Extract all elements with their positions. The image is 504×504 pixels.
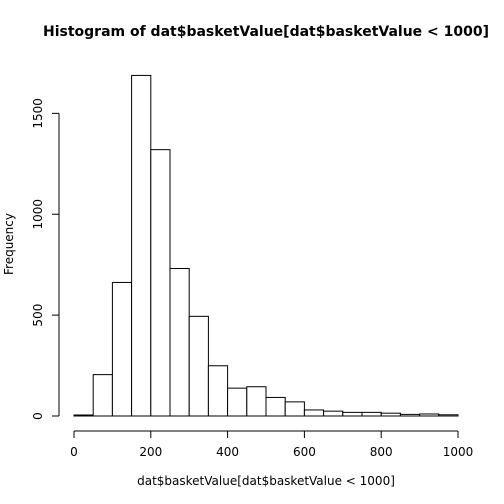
x-tick-label: 400	[216, 445, 239, 459]
histogram-bar	[342, 411, 363, 417]
histogram-bar	[150, 149, 171, 417]
histogram-bar	[361, 411, 382, 417]
histogram-bar	[303, 409, 325, 417]
histogram-bar	[265, 396, 286, 417]
x-tick-label: 1000	[443, 445, 474, 459]
histogram-bar	[323, 410, 344, 417]
chart-title: Histogram of dat$basketValue[dat$basketV…	[43, 24, 489, 40]
bars-group	[73, 74, 459, 417]
y-axis: 0 500 1000 1500	[31, 98, 60, 420]
histogram-bar	[399, 413, 421, 417]
histogram-bar	[438, 414, 459, 417]
x-axis-title: dat$basketValue[dat$basketValue < 1000]	[137, 474, 395, 488]
y-tick-label: 0	[31, 412, 45, 420]
x-tick-label: 200	[139, 445, 162, 459]
y-tick-label: 1500	[31, 98, 45, 129]
histogram-bar	[284, 401, 305, 417]
x-axis: 0 200 400 600 800 1000	[70, 430, 474, 459]
x-tick-label: 600	[293, 445, 316, 459]
histogram-bar	[169, 268, 190, 417]
histogram-bar	[246, 386, 267, 417]
x-tick-label: 800	[370, 445, 393, 459]
histogram-bar	[188, 315, 209, 417]
y-tick-label: 1000	[31, 199, 45, 230]
y-axis-title: Frequency	[2, 213, 16, 275]
x-tick-label: 0	[70, 445, 78, 459]
histogram-bar	[380, 412, 401, 417]
histogram-bar	[73, 414, 94, 417]
histogram-bar	[92, 374, 113, 417]
y-tick-label: 500	[31, 304, 45, 327]
histogram-bar	[131, 74, 152, 417]
histogram-bar	[227, 387, 248, 417]
histogram-bar	[419, 413, 440, 417]
histogram-bar	[111, 281, 133, 417]
histogram-bar	[207, 365, 229, 417]
